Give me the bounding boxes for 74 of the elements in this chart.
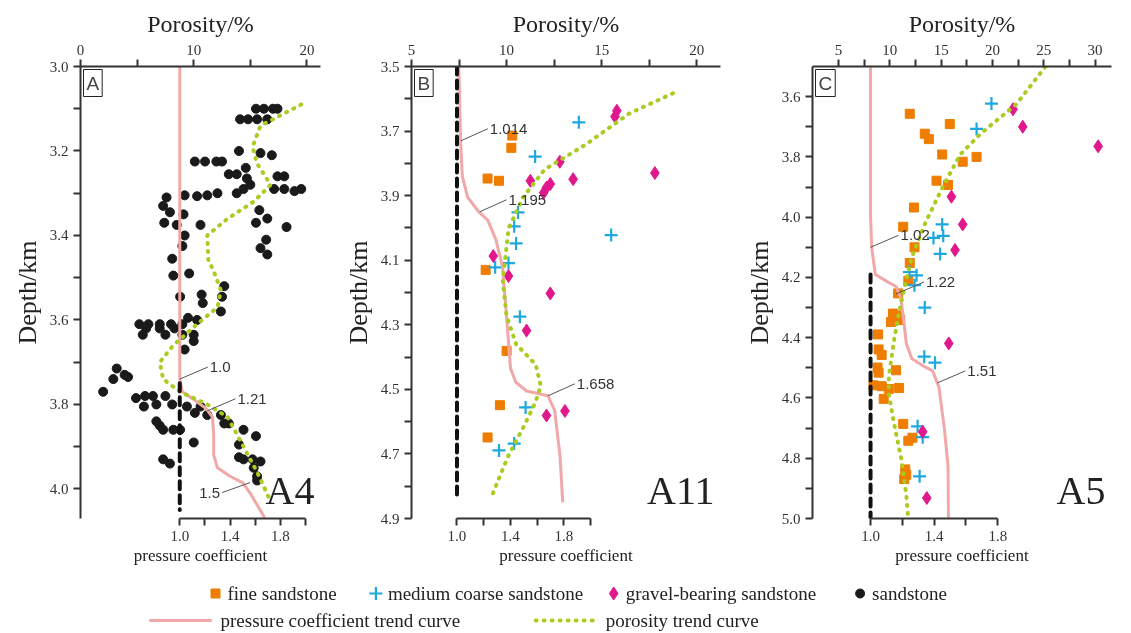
annotation: 1.21 (237, 389, 267, 407)
y-tick-label: 4.0 (49, 480, 69, 497)
x2-tick-label: 20 (689, 41, 705, 58)
y-tick-label: 4.5 (380, 381, 400, 398)
annotation: 1.195 (508, 190, 547, 208)
x2-axis-title: Porosity/% (512, 10, 620, 37)
y-tick-label: 4.1 (380, 252, 400, 269)
x2-tick-label: 25 (1036, 41, 1052, 58)
annotation: 1.51 (967, 361, 997, 379)
legend-label: sandstone (872, 583, 948, 604)
annotation: 1.658 (576, 374, 615, 392)
y-tick-label: 4.3 (380, 316, 400, 333)
y-tick-label: 4.8 (781, 450, 801, 467)
annotation: 1.0 (209, 358, 231, 376)
x-tick-label: 1.4 (220, 527, 240, 544)
y-tick-label: 3.6 (49, 311, 69, 328)
y-tick-label: 4.6 (781, 389, 801, 406)
y-tick-label: 4.2 (781, 269, 801, 286)
x2-tick-label: 30 (1087, 41, 1103, 58)
x-tick-label: 1.4 (501, 527, 521, 544)
y-tick-label: 3.5 (380, 58, 400, 75)
x-axis-title: pressure coefficient (499, 545, 633, 565)
legend-label: porosity trend curve (605, 610, 759, 631)
legend-label: gravel-bearing sandstone (625, 583, 817, 604)
x2-tick-label: 5 (407, 41, 416, 58)
x2-tick-label: 5 (834, 41, 843, 58)
annotation: 1.22 (926, 273, 956, 291)
x2-axis-title: Porosity/% (147, 10, 254, 37)
legend-label: fine sandstone (227, 583, 337, 604)
x-axis-title: pressure coefficient (895, 545, 1029, 565)
x2-tick-label: 20 (299, 41, 315, 58)
x-tick-label: 1.0 (170, 527, 190, 544)
y-tick-label: 3.9 (380, 187, 400, 204)
legend-label: medium coarse sandstone (387, 583, 584, 604)
x2-tick-label: 15 (594, 41, 610, 58)
y-tick-label: 3.8 (781, 148, 801, 165)
annotation: A4 (265, 467, 315, 513)
y-tick-label: 3.2 (49, 142, 69, 159)
y-tick-label: 4.4 (781, 329, 801, 346)
y-tick-label: 4.0 (781, 209, 801, 226)
x2-tick-label: 15 (933, 41, 949, 58)
y-tick-label: 3.6 (781, 88, 801, 105)
annotation: 1.02 (900, 226, 930, 244)
x-tick-label: 1.8 (554, 527, 574, 544)
annotation: A11 (647, 467, 715, 513)
x-tick-label: 1.4 (924, 527, 945, 544)
x2-tick-label: 0 (76, 41, 85, 58)
x-tick-label: 1.8 (988, 527, 1008, 544)
annotation: 1.5 (199, 483, 221, 501)
y-tick-label: 3.0 (49, 58, 69, 75)
annotation: 1.014 (489, 119, 528, 137)
x2-tick-label: 10 (499, 41, 515, 58)
x2-tick-label: 10 (882, 41, 898, 58)
y-tick-label: 3.4 (49, 227, 69, 244)
y-axis-title: Depth/km (744, 240, 774, 345)
x2-tick-label: 10 (186, 41, 202, 58)
y-tick-label: 3.8 (49, 396, 69, 413)
y-tick-label: 3.7 (380, 123, 400, 140)
annotation: B (417, 72, 431, 94)
annotation: A5 (1056, 467, 1106, 513)
annotation: C (818, 72, 833, 94)
y-tick-label: 4.9 (380, 510, 400, 527)
y-axis-title: Depth/km (343, 240, 373, 345)
y-axis-title: Depth/km (12, 240, 42, 345)
y-tick-label: 5.0 (781, 510, 801, 527)
x-axis-title: pressure coefficient (133, 545, 268, 565)
x-tick-label: 1.0 (447, 527, 467, 544)
x-tick-label: 1.8 (270, 527, 290, 544)
x2-axis-title: Porosity/% (908, 10, 1016, 37)
x2-tick-label: 20 (984, 41, 1000, 58)
legend-label: pressure coefficient trend curve (220, 610, 461, 631)
x-tick-label: 1.0 (861, 527, 880, 544)
y-tick-label: 4.7 (380, 445, 400, 462)
annotation: A (86, 72, 100, 94)
